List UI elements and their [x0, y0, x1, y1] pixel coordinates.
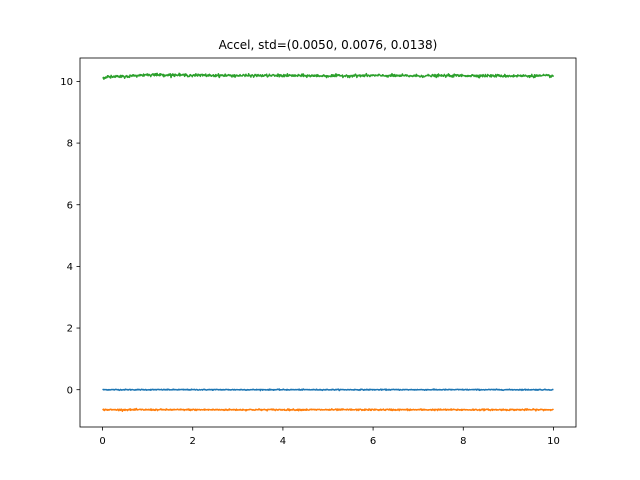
series-line-2 [102, 407, 554, 412]
chart-title: Accel, std=(0.0050, 0.0076, 0.0138) [219, 38, 438, 52]
x-tick-label: 6 [370, 436, 376, 447]
axes-layer: 0 2 4 6 8 10 0 2 4 6 8 10 [60, 57, 577, 447]
y-tick-label: 2 [67, 324, 73, 335]
y-tick-label: 6 [67, 200, 73, 211]
plot-frame [79, 57, 577, 428]
series-layer [102, 72, 555, 412]
series-line-1 [102, 388, 554, 392]
y-tick-label: 8 [67, 139, 73, 150]
y-tick-label: 4 [67, 262, 73, 273]
x-tick-label: 2 [190, 436, 196, 447]
y-tick-label: 0 [67, 385, 73, 396]
x-tick-label: 0 [99, 436, 105, 447]
x-tick-label: 4 [280, 436, 286, 447]
x-tick-label: 8 [460, 436, 466, 447]
series-line-3 [102, 72, 555, 80]
y-tick-label: 10 [60, 77, 73, 88]
x-tick-label: 10 [547, 436, 560, 447]
